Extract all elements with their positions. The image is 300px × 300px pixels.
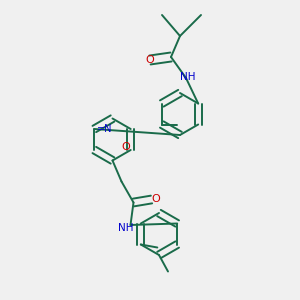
Text: O: O [146,55,154,65]
Text: =N: =N [97,124,113,134]
Text: O: O [152,194,160,205]
Text: NH: NH [118,223,134,233]
Text: NH: NH [180,71,195,82]
Text: O: O [122,142,130,152]
